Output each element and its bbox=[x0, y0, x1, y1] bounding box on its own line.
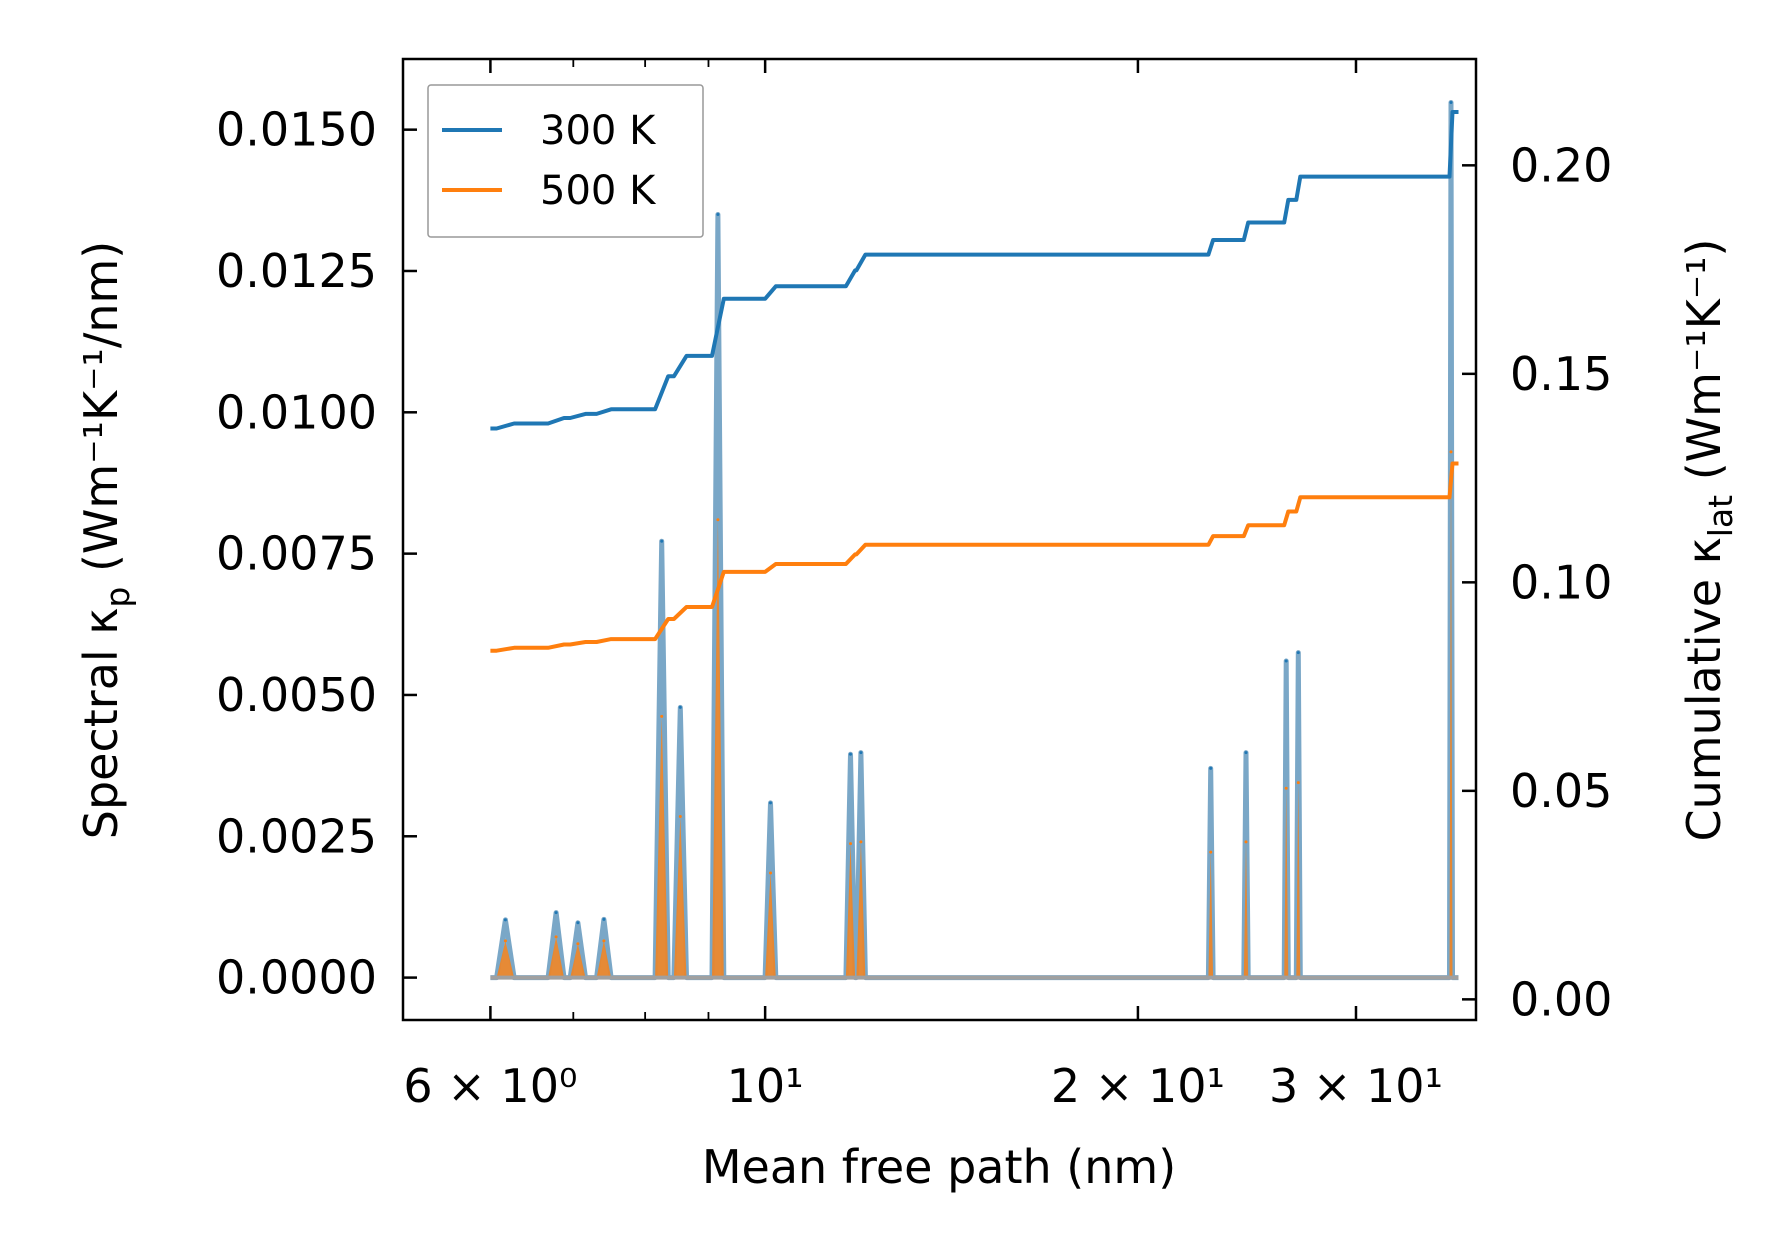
left-y-tick-label: 0.0150 bbox=[216, 103, 377, 157]
spectral-peak-500k bbox=[716, 518, 720, 522]
cumulative-line-500k bbox=[490, 461, 1459, 653]
spectral-peak-500k bbox=[576, 942, 580, 946]
legend-label-300k: 300 K bbox=[540, 108, 657, 154]
right-y-tick-label: 0.10 bbox=[1510, 555, 1612, 609]
spectral-peak-300k bbox=[1449, 101, 1453, 104]
plot-frame bbox=[401, 57, 1478, 1022]
spectral-peak-300k bbox=[1244, 751, 1248, 755]
left-y-tick-label: 0.0025 bbox=[216, 809, 377, 863]
spectral-peak-500k bbox=[1284, 786, 1288, 790]
left-y-axis-title: Spectral κp (Wm⁻¹K⁻¹/nm) bbox=[74, 241, 137, 839]
legend-label-500k: 500 K bbox=[540, 168, 657, 214]
spectral-peak-300k bbox=[716, 213, 720, 216]
x-tick-label: 6 × 10⁰ bbox=[403, 1059, 577, 1113]
spectral-peak-500k bbox=[660, 714, 664, 718]
axis-ticks bbox=[403, 59, 1476, 1020]
spectral-peak-300k bbox=[678, 705, 682, 709]
spectral-peak-500k bbox=[849, 842, 852, 846]
spectral-peak-500k bbox=[1244, 840, 1248, 844]
spectral-peak-300k bbox=[554, 911, 558, 915]
legend: 300 K 500 K bbox=[427, 84, 704, 238]
spectral-peak-300k bbox=[849, 752, 852, 756]
x-axis-title: Mean free path (nm) bbox=[702, 1140, 1176, 1194]
spectral-peak-300k bbox=[503, 918, 507, 922]
spectral-peak-500k bbox=[503, 939, 507, 943]
spectral-peak-500k bbox=[859, 840, 863, 844]
left-y-tick-label: 0.0050 bbox=[216, 668, 377, 722]
left-y-tick-label: 0.0100 bbox=[216, 385, 377, 439]
spectral-peak-500k bbox=[769, 871, 772, 875]
tick-labels: 0.0000 0.0025 0.0050 0.0075 0.0100 0.0125 0.01… bbox=[216, 103, 1612, 1113]
x-tick-label: 2 × 10¹ bbox=[1051, 1059, 1225, 1113]
spectral-peak-300k bbox=[859, 751, 863, 755]
right-y-tick-label: 0.05 bbox=[1510, 764, 1612, 818]
spectral-peak-300k bbox=[602, 917, 606, 921]
right-y-tick-label: 0.15 bbox=[1510, 347, 1612, 401]
x-tick-label: 3 × 10¹ bbox=[1269, 1059, 1443, 1113]
spectral-peak-300k bbox=[1209, 766, 1213, 770]
left-y-tick-label: 0.0000 bbox=[216, 951, 377, 1005]
left-y-tick-label: 0.0125 bbox=[216, 244, 377, 298]
right-y-tick-label: 0.20 bbox=[1510, 138, 1612, 192]
legend-frame bbox=[427, 84, 704, 238]
spectral-peak-500k bbox=[1449, 450, 1453, 454]
cumulative-line-300k bbox=[490, 110, 1459, 431]
spectral-peak-500k bbox=[1209, 850, 1213, 854]
spectral-peak-300k bbox=[1284, 659, 1288, 663]
left-y-tick-label: 0.0075 bbox=[216, 527, 377, 581]
spectral-peak-300k bbox=[1296, 651, 1300, 655]
spectral-peak-300k bbox=[660, 539, 664, 543]
spectral-peak-500k bbox=[602, 939, 606, 943]
spectral-peak-500k bbox=[554, 935, 558, 939]
spectral-peak-500k bbox=[678, 815, 682, 818]
spectral-peak-500k bbox=[1296, 781, 1300, 785]
right-y-axis-title: Cumulative κlat (Wm⁻¹K⁻¹) bbox=[1677, 238, 1740, 841]
spectral-peak-300k bbox=[576, 921, 580, 925]
x-tick-label: 10¹ bbox=[727, 1059, 804, 1113]
plot-series bbox=[490, 100, 1459, 981]
spectral-peak-300k bbox=[769, 801, 772, 805]
right-y-tick-label: 0.00 bbox=[1510, 972, 1612, 1026]
